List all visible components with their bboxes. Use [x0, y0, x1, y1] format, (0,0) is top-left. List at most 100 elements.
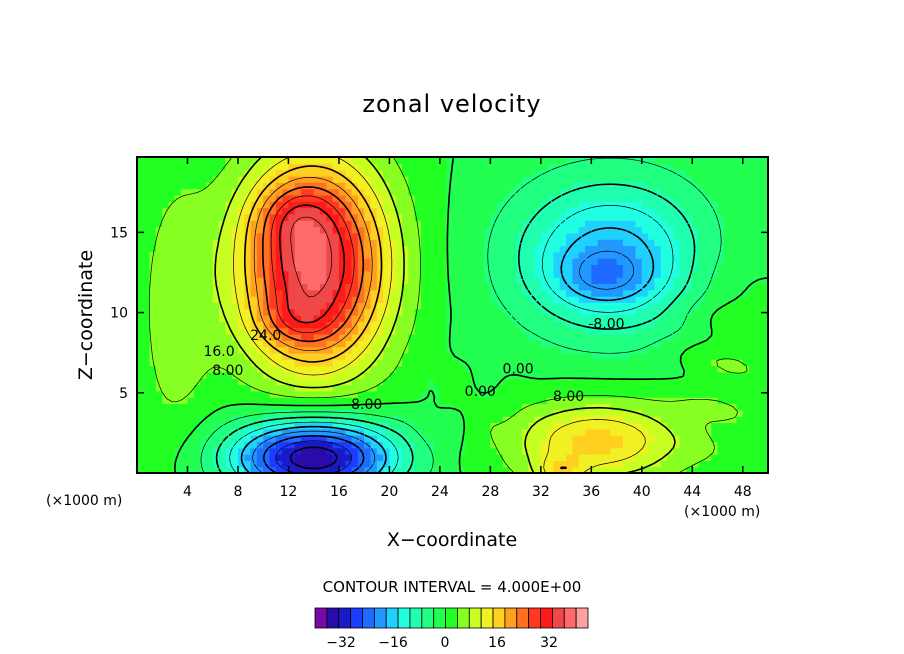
heatmap-cell: [452, 251, 460, 259]
heatmap-cell: [730, 302, 738, 310]
heatmap-cell: [162, 365, 170, 373]
heatmap-cell: [534, 283, 542, 291]
heatmap-cell: [641, 289, 649, 297]
heatmap-cell: [231, 460, 239, 468]
heatmap-cell: [433, 390, 441, 398]
heatmap-cell: [256, 201, 264, 209]
heatmap-cell: [439, 277, 447, 284]
heatmap-cell: [174, 296, 182, 303]
heatmap-cell: [174, 359, 182, 367]
heatmap-cell: [572, 327, 580, 335]
heatmap-cell: [162, 169, 170, 177]
heatmap-cell: [742, 264, 750, 272]
heatmap-cell: [603, 207, 611, 215]
heatmap-cell: [742, 239, 750, 247]
heatmap-cell: [250, 409, 258, 417]
heatmap-cell: [137, 416, 144, 424]
heatmap-cell: [168, 460, 176, 468]
heatmap-cell: [603, 169, 611, 177]
heatmap-cell: [200, 466, 208, 473]
heatmap-cell: [471, 308, 479, 316]
heatmap-cell: [749, 359, 756, 367]
heatmap-cell: [244, 397, 252, 405]
heatmap-cell: [755, 352, 763, 360]
heatmap-cell: [736, 175, 744, 183]
heatmap-cell: [143, 188, 151, 196]
heatmap-cell: [603, 245, 611, 253]
heatmap-cell: [540, 365, 548, 373]
heatmap-cell: [206, 352, 214, 360]
heatmap-cell: [200, 315, 208, 322]
heatmap-cell: [465, 454, 473, 461]
heatmap-cell: [566, 321, 573, 329]
heatmap-cell: [502, 226, 510, 234]
heatmap-cell: [761, 466, 768, 473]
heatmap-cell: [200, 447, 208, 455]
heatmap-cell: [313, 403, 321, 411]
heatmap-cell: [490, 302, 498, 310]
heatmap-cell: [155, 441, 163, 449]
heatmap-cell: [439, 454, 447, 461]
heatmap-cell: [597, 422, 605, 430]
heatmap-cell: [212, 226, 220, 234]
heatmap-cell: [301, 194, 308, 202]
heatmap-cell: [458, 416, 466, 424]
heatmap-cell: [389, 365, 397, 373]
heatmap-cell: [496, 163, 504, 171]
heatmap-cell: [181, 289, 189, 297]
heatmap-cell: [484, 258, 491, 266]
heatmap-cell: [269, 308, 277, 316]
heatmap-cell: [212, 384, 220, 392]
heatmap-cell: [414, 163, 422, 171]
heatmap-cell: [490, 201, 498, 209]
heatmap-cell: [225, 226, 233, 234]
heatmap-cell: [269, 226, 277, 234]
heatmap-cell: [749, 447, 756, 455]
heatmap-cell: [187, 346, 195, 354]
heatmap-cell: [755, 194, 763, 202]
heatmap-cell: [200, 251, 208, 259]
heatmap-cell: [717, 352, 725, 360]
heatmap-cell: [496, 422, 504, 430]
heatmap-cell: [736, 409, 744, 417]
heatmap-cell: [610, 321, 618, 329]
heatmap-cell: [477, 264, 485, 272]
heatmap-cell: [528, 251, 536, 259]
heatmap-cell: [761, 207, 768, 215]
heatmap-cell: [439, 194, 447, 202]
heatmap-cell: [471, 258, 479, 266]
heatmap-cell: [603, 390, 611, 398]
heatmap-cell: [149, 220, 157, 228]
heatmap-cell: [521, 264, 529, 272]
heatmap-cell: [364, 359, 372, 367]
heatmap-cell: [685, 296, 693, 303]
heatmap-cell: [534, 390, 542, 398]
heatmap-cell: [326, 182, 334, 190]
heatmap-cell: [660, 397, 668, 405]
heatmap-cell: [433, 428, 441, 436]
heatmap-cell: [294, 270, 302, 278]
heatmap-cell: [749, 194, 756, 202]
heatmap-cell: [559, 435, 567, 442]
heatmap-cell: [660, 428, 668, 436]
heatmap-cell: [667, 352, 674, 360]
heatmap-cell: [351, 251, 359, 259]
heatmap-cell: [673, 201, 681, 209]
heatmap-cell: [219, 315, 226, 322]
heatmap-cell: [673, 308, 681, 316]
heatmap-cell: [521, 409, 529, 417]
heatmap-cell: [282, 460, 290, 468]
heatmap-cell: [521, 270, 529, 278]
heatmap-cell: [723, 157, 731, 164]
heatmap-cell: [446, 435, 454, 442]
heatmap-cell: [704, 422, 712, 430]
chart-title: zonal velocity: [362, 90, 541, 118]
heatmap-cell: [490, 454, 498, 461]
heatmap-cell: [547, 302, 555, 310]
heatmap-cell: [414, 220, 422, 228]
heatmap-cell: [269, 302, 277, 310]
heatmap-cell: [742, 359, 750, 367]
heatmap-cell: [250, 175, 258, 183]
heatmap-cell: [301, 258, 308, 266]
heatmap-cell: [212, 182, 220, 190]
